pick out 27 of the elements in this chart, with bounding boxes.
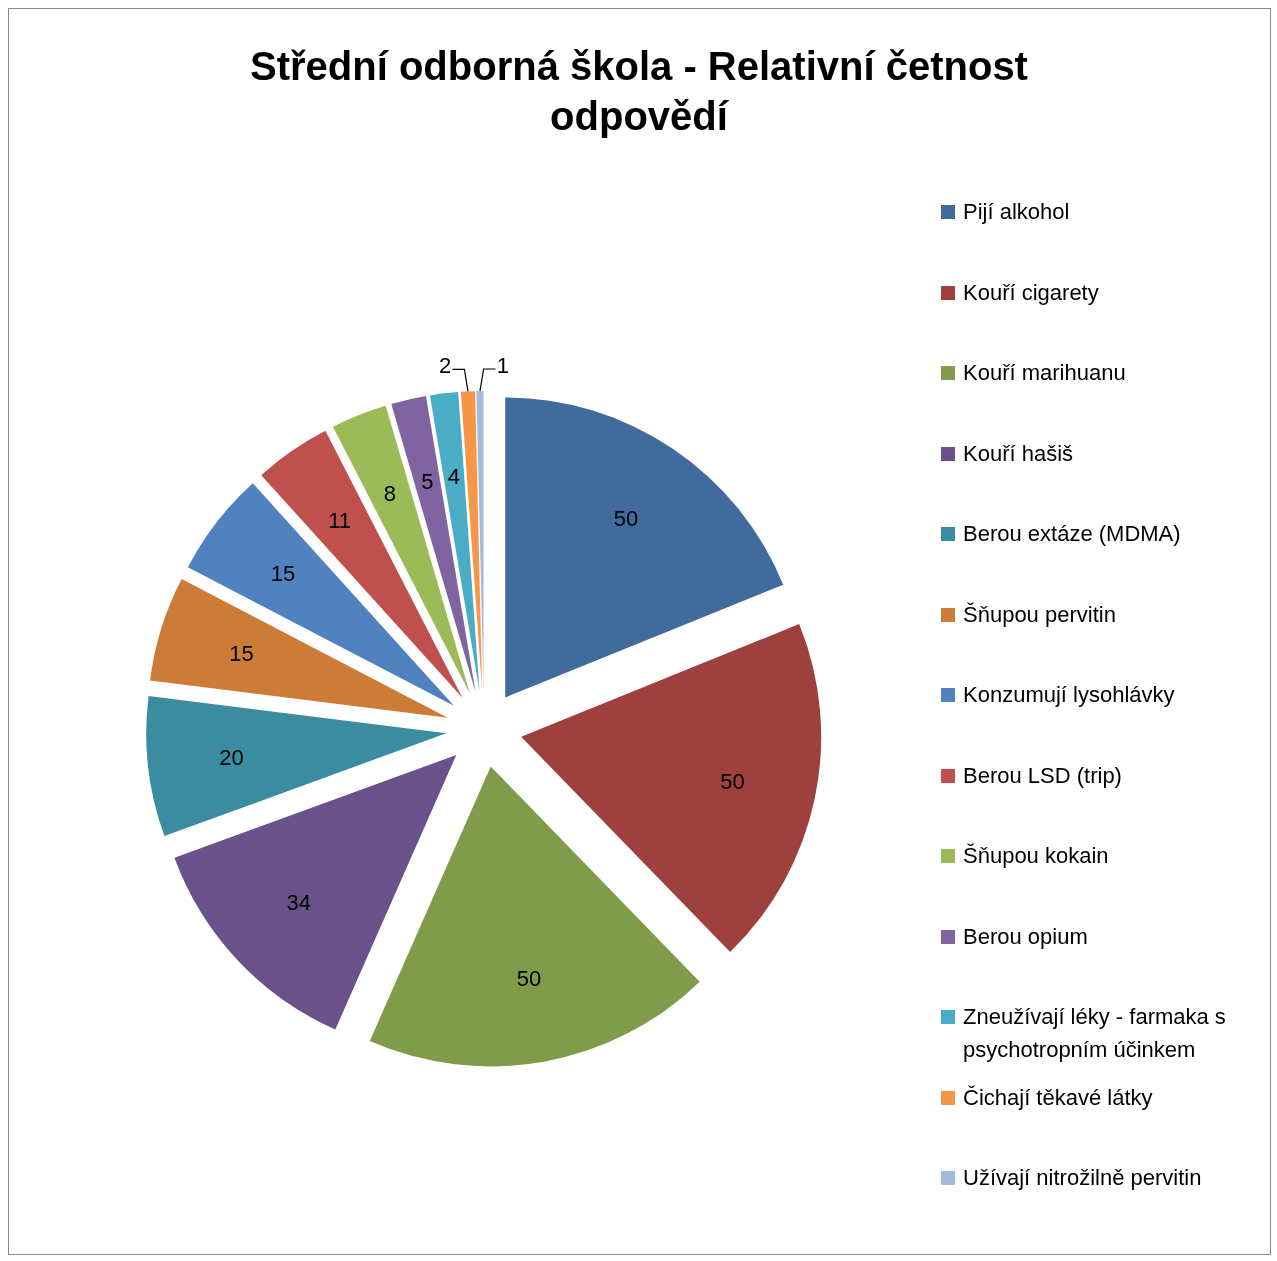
legend-label: Užívají nitrožilně pervitin [963, 1164, 1202, 1192]
data-label: 11 [328, 507, 352, 533]
data-label: 50 [516, 966, 542, 992]
data-label: 15 [229, 640, 254, 666]
legend-label: Kouří marihuanu [963, 359, 1126, 387]
data-label: 50 [720, 768, 745, 794]
chart-title: Střední odborná škola - Relativní četnost odpovědí [249, 43, 1029, 140]
legend-label: Šňupou kokain [963, 842, 1109, 870]
legend-label: Zneužívají léky - farmaka s psychotropním účinkem [963, 1003, 1227, 1064]
data-label: 34 [286, 890, 311, 916]
data-label: 8 [383, 480, 397, 506]
data-label: 5 [421, 468, 434, 494]
data-label: 4 [447, 464, 461, 490]
data-label: 20 [219, 745, 244, 771]
legend-label: Berou LSD (trip) [963, 761, 1122, 790]
data-label: 2 [439, 352, 452, 378]
legend-label: Čichají těkavé látky [963, 1083, 1153, 1112]
data-label: 15 [270, 561, 296, 587]
legend-label: Pijí alkohol [963, 198, 1070, 226]
legend-label: Šňupou pervitin [963, 600, 1116, 629]
legend-label: Berou extáze (MDMA) [963, 520, 1181, 548]
legend-label: Kouří cigarety [963, 278, 1099, 307]
data-label: 50 [613, 505, 639, 531]
legend-label: Berou opium [963, 922, 1088, 951]
data-label: 1 [496, 352, 509, 378]
legend-label: Kouří hašiš [963, 439, 1074, 468]
legend-label: Konzumují lysohlávky [963, 681, 1175, 709]
